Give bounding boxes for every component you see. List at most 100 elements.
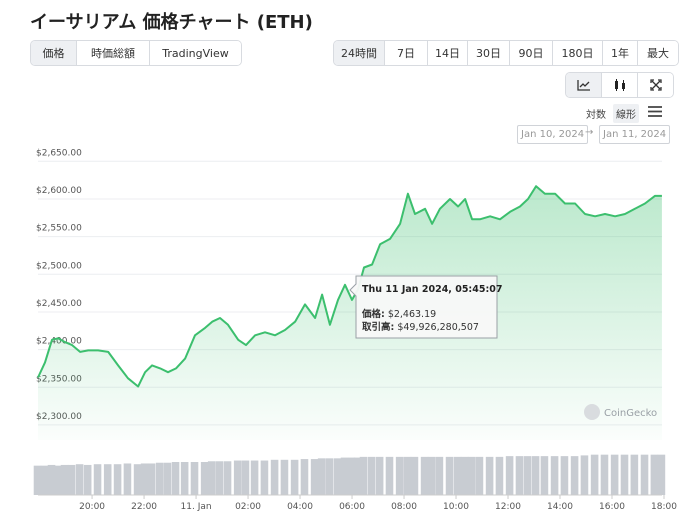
tab-group: 価格 時価総額 TradingView <box>30 40 242 66</box>
volume-bar <box>523 456 532 495</box>
volume-bar <box>250 460 259 495</box>
volume-bar <box>215 461 224 495</box>
volume-bar <box>40 465 49 495</box>
volume-bar <box>460 456 469 495</box>
volume-bar <box>260 460 269 495</box>
range-button[interactable]: 最大 <box>638 41 678 65</box>
y-tick-label: $2,500.00 <box>36 261 82 271</box>
range-button[interactable]: 1年 <box>603 41 638 65</box>
date-from[interactable]: Jan 10, 2024 <box>517 125 589 144</box>
tooltip-volume-label: 取引高: <box>362 321 394 333</box>
x-tick-label: 04:00 <box>287 502 313 512</box>
volume-bar <box>385 456 394 495</box>
volume-bar <box>590 454 599 495</box>
range-button[interactable]: 7日 <box>385 41 428 65</box>
x-tick-label: 11. Jan <box>181 502 212 512</box>
volume-bar <box>367 456 376 495</box>
volume-bar <box>123 463 132 495</box>
volume-bar <box>93 464 102 495</box>
tooltip-box <box>349 275 498 339</box>
volume-bar <box>495 456 504 495</box>
volume-bar <box>233 460 242 495</box>
volume-bar <box>147 463 156 495</box>
volume-bar <box>505 456 514 495</box>
volume-bar <box>420 456 429 495</box>
volume-bar <box>47 464 56 495</box>
volume-bar <box>113 464 122 495</box>
tab-button[interactable]: 価格 <box>31 41 77 65</box>
tooltip-volume-value: $49,926,280,507 <box>397 322 479 333</box>
x-tick-label: 14:00 <box>547 502 573 512</box>
menu-icon[interactable] <box>648 106 662 117</box>
volume-bar <box>580 455 589 495</box>
volume-bar <box>410 456 419 495</box>
candle-icon <box>614 79 625 91</box>
price-line <box>37 185 662 388</box>
range-button[interactable]: 14日 <box>428 41 468 65</box>
volume-bar <box>560 456 569 495</box>
tab-button[interactable]: TradingView <box>150 41 241 65</box>
linear-option[interactable]: 線形 <box>613 104 639 123</box>
volume-bar <box>67 464 76 495</box>
volume-bar <box>290 459 299 495</box>
volume-bar <box>427 456 436 495</box>
x-tick-label: 20:00 <box>79 502 105 512</box>
volume-bar <box>403 456 412 495</box>
watermark-logo <box>584 404 600 420</box>
tooltip-date: Thu 11 Jan 2024, 05:45:07 <box>362 284 502 295</box>
chart-type-group <box>565 72 674 98</box>
volume-bar <box>485 456 494 495</box>
tab-button[interactable]: 時価総額 <box>77 41 150 65</box>
range-button[interactable]: 24時間 <box>334 41 385 65</box>
volume-bar <box>333 458 342 495</box>
candle-chart-button[interactable] <box>602 73 638 97</box>
volume-bar <box>83 464 92 495</box>
volume-bar <box>445 456 454 495</box>
range-button[interactable]: 30日 <box>468 41 510 65</box>
volume-bar <box>620 454 629 495</box>
area <box>38 186 662 440</box>
range-button[interactable]: 90日 <box>510 41 553 65</box>
volume-bar <box>531 456 540 495</box>
volume-bar <box>60 464 69 495</box>
volume-bar <box>200 462 209 495</box>
range-button[interactable]: 180日 <box>553 41 603 65</box>
volume-bar <box>317 458 326 495</box>
volume-bar <box>610 454 619 495</box>
x-tick-label: 02:00 <box>235 502 261 512</box>
volume-bar <box>223 461 232 495</box>
y-tick-label: $2,650.00 <box>36 148 82 158</box>
y-tick-label: $2,550.00 <box>36 224 82 234</box>
volume-bar <box>53 465 62 495</box>
volume-bar <box>340 457 349 495</box>
date-to[interactable]: Jan 11, 2024 <box>599 125 671 144</box>
log-option[interactable]: 対数 <box>586 110 606 121</box>
y-tick-label: $2,600.00 <box>36 186 82 196</box>
volume-bar <box>75 464 84 495</box>
volume-bar <box>475 456 484 495</box>
volume-bar <box>33 465 42 495</box>
volume-bar <box>300 459 309 495</box>
volume-bar <box>453 456 462 495</box>
watermark: CoinGecko <box>604 408 657 419</box>
line-chart-button[interactable] <box>566 73 602 97</box>
volume-bar <box>241 460 250 495</box>
volume-bar <box>280 459 289 495</box>
volume-bar <box>657 454 666 495</box>
volume-bar <box>103 464 112 495</box>
x-tick-label: 12:00 <box>495 502 521 512</box>
volume-bar <box>640 454 649 495</box>
volume-bar <box>540 456 549 495</box>
fullscreen-button[interactable] <box>638 73 673 97</box>
volume-bar <box>359 456 368 495</box>
volume-bar <box>550 456 559 495</box>
x-tick-label: 18:00 <box>651 502 677 512</box>
tooltip-volume: 取引高: $49,926,280,507 <box>362 321 479 333</box>
volume-bar <box>171 462 180 495</box>
tooltip-price-value: $2,463.19 <box>388 309 436 320</box>
volume-bar <box>650 454 659 495</box>
volume-bar <box>163 462 172 495</box>
x-tick-label: 08:00 <box>391 502 417 512</box>
